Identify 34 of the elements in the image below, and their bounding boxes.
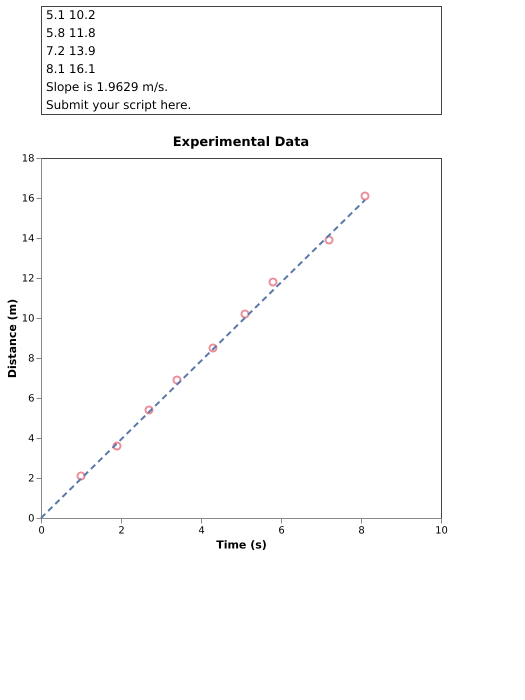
point <box>360 191 370 201</box>
text: 8.1 16.1 <box>46 62 96 76</box>
x-axis-title: Time (s) <box>216 538 267 552</box>
text: Submit your script here. <box>46 98 192 112</box>
y-tick-label: 8 <box>28 354 34 364</box>
y-axis-title: Distance (m) <box>6 298 19 378</box>
y-tick-label: 0 <box>28 514 34 524</box>
y-tick-label: 4 <box>28 434 34 444</box>
x-tick-label: 4 <box>198 526 205 536</box>
point <box>208 343 218 353</box>
text: 5.8 11.8 <box>46 26 96 40</box>
x-tick-label: 6 <box>278 526 285 536</box>
x-tick-label: 2 <box>118 526 125 536</box>
point <box>144 405 154 415</box>
text: Slope is 1.9629 m/s. <box>46 80 168 94</box>
point <box>112 441 122 451</box>
chart-title: Experimental Data <box>172 135 310 150</box>
y-tick-label: 12 <box>22 274 34 284</box>
y-tick-label: 18 <box>22 154 34 164</box>
point <box>76 471 86 481</box>
point <box>268 277 278 287</box>
text: 7.2 13.9 <box>46 44 96 58</box>
y-tick-label: 14 <box>22 234 34 244</box>
x-tick-label: 10 <box>435 526 448 536</box>
point <box>324 235 334 245</box>
text: 5.1 10.2 <box>46 8 96 22</box>
y-tick-label: 2 <box>28 474 34 484</box>
point <box>172 375 182 385</box>
y-tick-label: 16 <box>22 194 34 204</box>
y-tick-label: 6 <box>28 394 34 404</box>
y-tick-label: 10 <box>22 314 34 324</box>
x-tick-label: 8 <box>358 526 365 536</box>
x-tick-label: 0 <box>38 526 45 536</box>
point <box>240 309 250 319</box>
